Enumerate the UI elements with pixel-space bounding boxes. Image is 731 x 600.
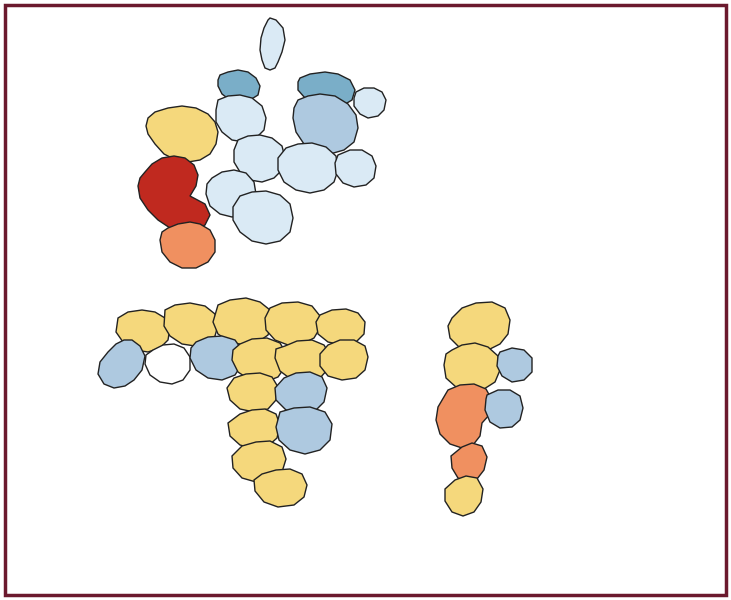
Polygon shape — [138, 156, 210, 232]
Polygon shape — [278, 143, 338, 193]
Polygon shape — [436, 384, 492, 448]
Polygon shape — [228, 409, 280, 449]
Polygon shape — [233, 191, 293, 244]
Polygon shape — [234, 135, 285, 182]
Polygon shape — [316, 309, 365, 345]
Polygon shape — [354, 88, 386, 118]
Polygon shape — [276, 407, 332, 454]
Polygon shape — [293, 94, 358, 154]
Polygon shape — [116, 310, 170, 352]
Polygon shape — [445, 476, 483, 516]
Polygon shape — [190, 336, 242, 380]
Polygon shape — [145, 344, 190, 384]
Polygon shape — [265, 302, 320, 345]
Polygon shape — [275, 340, 330, 382]
Polygon shape — [146, 106, 218, 162]
Polygon shape — [254, 469, 307, 507]
Polygon shape — [260, 18, 285, 70]
Polygon shape — [232, 338, 286, 382]
Polygon shape — [218, 70, 260, 102]
Polygon shape — [451, 443, 487, 482]
Polygon shape — [216, 95, 266, 142]
Polygon shape — [275, 372, 327, 414]
Polygon shape — [232, 441, 286, 482]
Polygon shape — [213, 298, 272, 345]
Polygon shape — [444, 343, 500, 391]
Polygon shape — [320, 340, 368, 380]
Polygon shape — [497, 348, 532, 382]
Polygon shape — [98, 340, 145, 388]
Polygon shape — [206, 170, 256, 217]
Polygon shape — [448, 302, 510, 352]
Polygon shape — [160, 222, 215, 268]
Polygon shape — [298, 72, 355, 108]
Polygon shape — [227, 373, 278, 412]
Polygon shape — [485, 390, 523, 428]
Polygon shape — [164, 303, 218, 346]
Polygon shape — [335, 150, 376, 187]
